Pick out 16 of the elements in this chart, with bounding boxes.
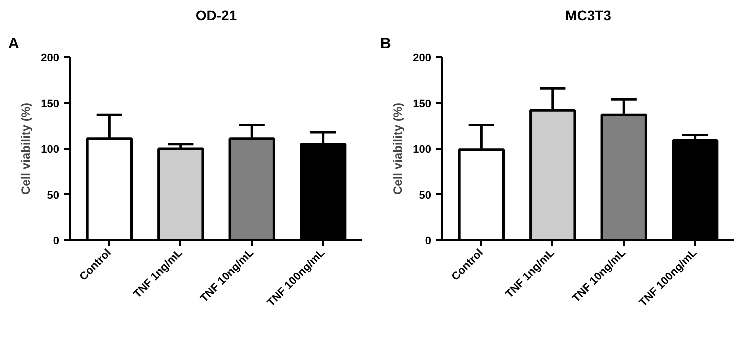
text: B (380, 36, 392, 52)
y-tick-label: 100 (41, 144, 60, 156)
y-tick-label: 150 (41, 98, 60, 110)
y-tick-label: 50 (419, 190, 432, 202)
y-tick-label: 50 (47, 190, 60, 202)
y-tick-label: 0 (53, 236, 60, 248)
y-tick-label: 150 (413, 98, 432, 110)
text: A (8, 36, 20, 52)
y-axis-title: Cell viability (%) (19, 102, 34, 196)
y-tick-label: 100 (413, 144, 432, 156)
chart-title: MC3T3 (566, 8, 612, 24)
y-tick-label: 200 (413, 52, 432, 64)
y-axis-title: Cell viability (%) (391, 102, 406, 196)
y-tick-label: 0 (425, 236, 432, 248)
y-tick-label: 200 (41, 52, 60, 64)
chart-title: OD-21 (196, 8, 238, 24)
